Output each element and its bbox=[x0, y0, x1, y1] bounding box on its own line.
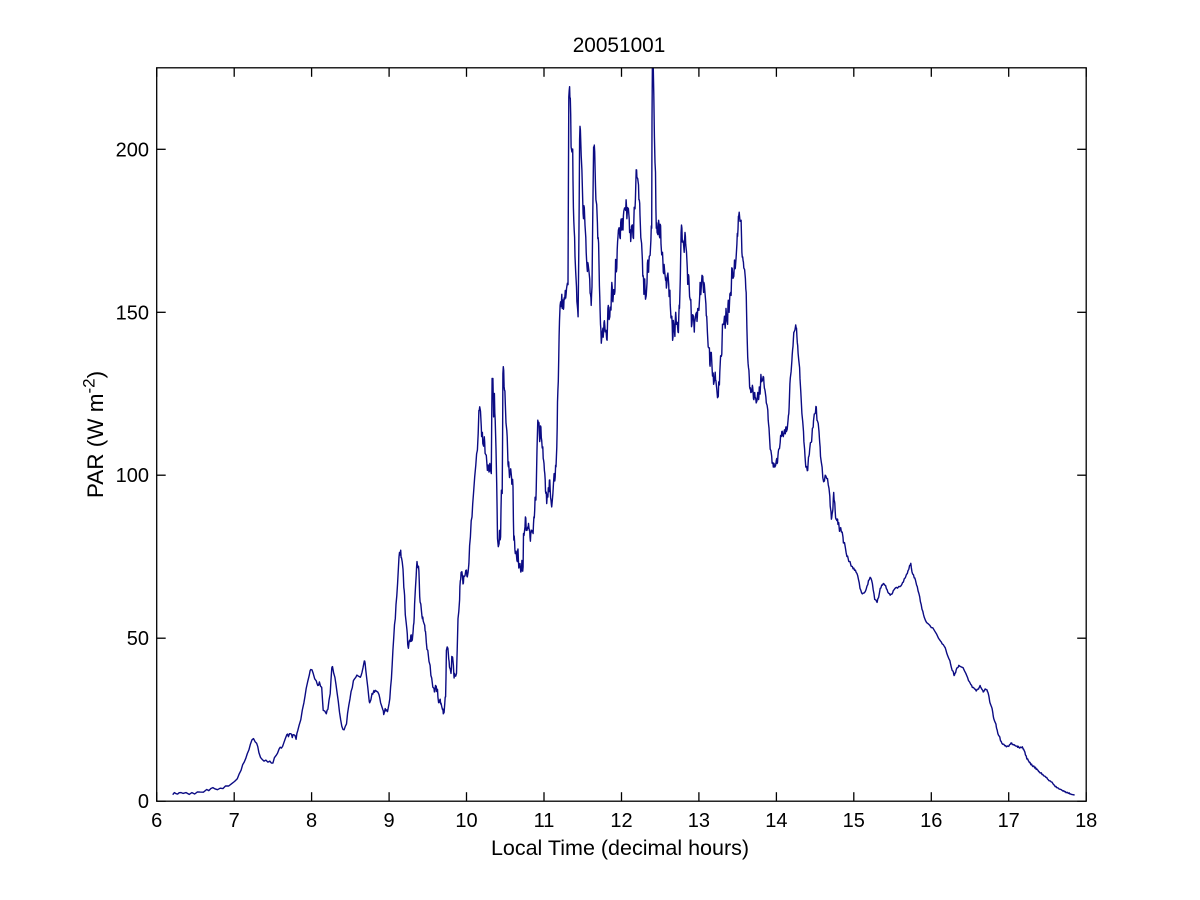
svg-text:16: 16 bbox=[920, 810, 942, 832]
svg-text:150: 150 bbox=[116, 302, 149, 324]
svg-text:13: 13 bbox=[688, 810, 710, 832]
svg-text:200: 200 bbox=[116, 139, 149, 161]
svg-text:11: 11 bbox=[534, 810, 555, 832]
svg-text:8: 8 bbox=[306, 810, 317, 832]
svg-text:10: 10 bbox=[455, 810, 477, 832]
svg-text:14: 14 bbox=[765, 810, 787, 832]
svg-text:17: 17 bbox=[998, 810, 1020, 832]
svg-text:20051001: 20051001 bbox=[573, 34, 666, 57]
svg-text:7: 7 bbox=[229, 810, 240, 832]
svg-text:50: 50 bbox=[127, 628, 149, 650]
svg-text:15: 15 bbox=[843, 810, 865, 832]
svg-text:9: 9 bbox=[384, 810, 395, 832]
svg-text:12: 12 bbox=[610, 810, 632, 832]
svg-text:Local Time (decimal hours): Local Time (decimal hours) bbox=[491, 836, 749, 860]
svg-text:6: 6 bbox=[151, 810, 162, 832]
svg-text:100: 100 bbox=[116, 465, 149, 487]
svg-text:0: 0 bbox=[138, 791, 149, 813]
svg-text:18: 18 bbox=[1075, 810, 1097, 832]
